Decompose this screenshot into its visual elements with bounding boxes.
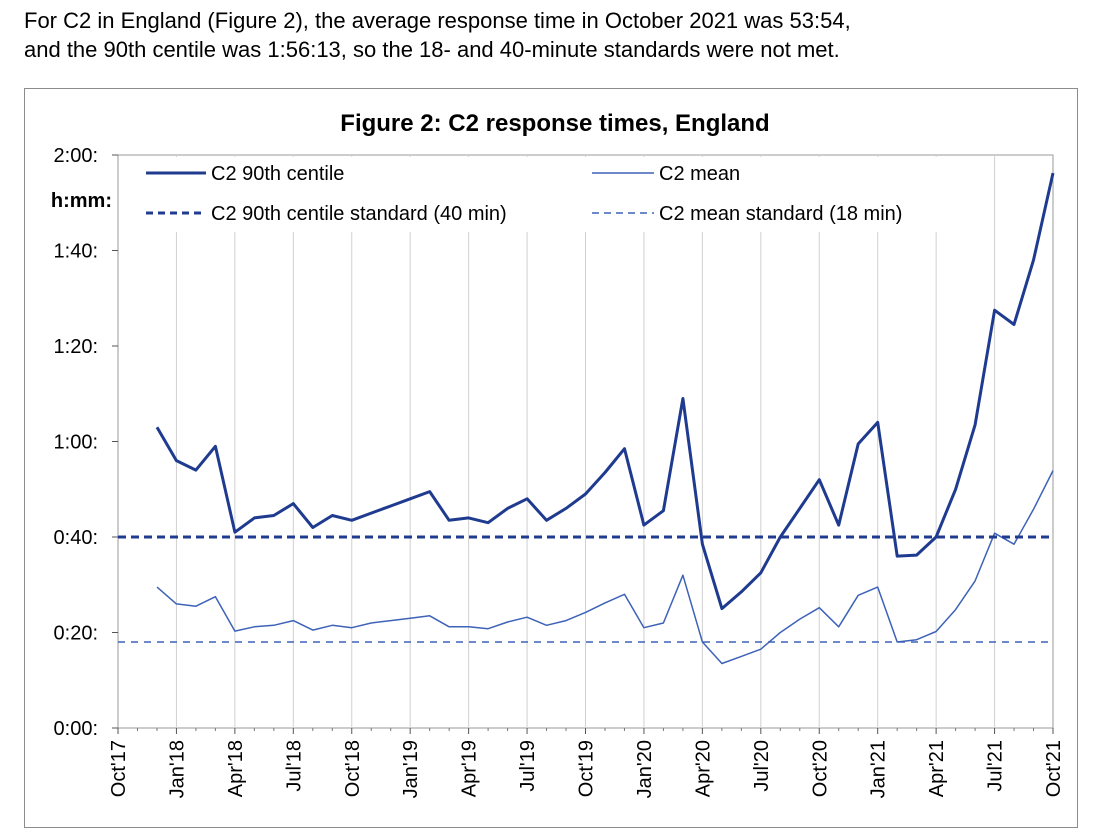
y-tick-label: 1:40: <box>54 241 98 263</box>
x-tick-label: Oct'21 <box>1043 740 1065 797</box>
intro-paragraph: For C2 in England (Figure 2), the averag… <box>24 6 1094 64</box>
series-lines <box>118 172 1055 665</box>
x-tick-label: Jul'21 <box>985 740 1007 792</box>
y-tick-label: 0:40: <box>54 527 98 549</box>
x-tick-label: Jan'20 <box>634 740 656 798</box>
x-tick-label: Oct'20 <box>809 740 831 797</box>
x-tick-label: Oct'17 <box>108 740 130 797</box>
x-tick-label: Jan'19 <box>400 740 422 798</box>
x-axis: Oct'17 Jan'18 Apr'18 Jul'18 Oct'18 Jan'19 Apr'… <box>108 728 1065 798</box>
y-axis: 0:00: 0:20: 0:40: 1:00: 1:20: 1:40: 2:00: <box>54 145 118 740</box>
legend-label-mean: C2 mean <box>659 163 740 185</box>
intro-line-2: and the 90th centile was 1:56:13, so the… <box>24 37 840 62</box>
x-tick-label: Oct'19 <box>576 740 598 797</box>
x-tick-label: Oct'18 <box>342 740 364 797</box>
x-tick-label: Jul'20 <box>751 740 773 792</box>
x-tick-label: Jan'21 <box>868 740 890 798</box>
x-tick-label: Apr'20 <box>692 740 714 797</box>
x-tick-label: Jul'18 <box>283 740 305 792</box>
legend-label-90th-standard: C2 90th centile standard (40 min) <box>211 203 507 225</box>
x-tick-label: Jul'19 <box>517 740 539 792</box>
x-tick-label: Jan'18 <box>166 740 188 798</box>
series-c2-90th-centile <box>155 172 1055 611</box>
x-tick-label: Apr'19 <box>459 740 481 797</box>
legend: C2 90th centile C2 mean C2 90th centile … <box>132 157 954 232</box>
series-c2-mean <box>156 470 1054 665</box>
legend-label-mean-standard: C2 mean standard (18 min) <box>659 203 902 225</box>
x-tick-label: Apr'18 <box>225 740 247 797</box>
y-tick-label: 2:00: <box>54 145 98 167</box>
chart-title: Figure 2: C2 response times, England <box>340 110 769 137</box>
legend-label-90th-centile: C2 90th centile <box>211 163 344 185</box>
legend-box <box>132 157 954 232</box>
chart-frame <box>24 88 1078 828</box>
y-tick-label: 1:00: <box>54 432 98 454</box>
y-tick-label: 1:20: <box>54 336 98 358</box>
y-tick-label: 0:20: <box>54 623 98 645</box>
x-tick-label: Apr'21 <box>926 740 948 797</box>
intro-line-1: For C2 in England (Figure 2), the averag… <box>24 8 851 33</box>
y-axis-unit-label: h:mm: <box>51 190 112 212</box>
grid-lines <box>175 155 996 728</box>
y-tick-label: 0:00: <box>54 718 98 740</box>
